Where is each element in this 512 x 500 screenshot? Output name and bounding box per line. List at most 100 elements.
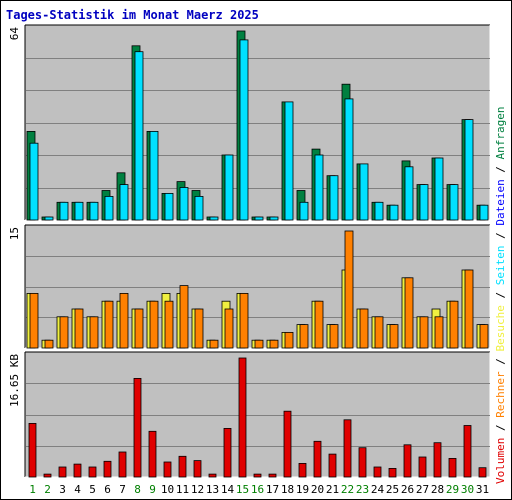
bar-Rechner-day-26 [404, 277, 414, 349]
bar-Dateien-day-3 [59, 201, 69, 221]
bar-Volumen-day-30 [463, 425, 472, 478]
x-tick-label-day-1: 1 [29, 483, 36, 496]
bar-Dateien-day-8 [134, 51, 144, 221]
bar-Rechner-day-21 [329, 324, 339, 349]
bar-Volumen-day-12 [193, 460, 202, 478]
bar-Rechner-day-6 [104, 300, 114, 349]
bar-Rechner-day-7 [119, 292, 129, 349]
bar-Rechner-day-22 [344, 230, 354, 349]
x-tick-label-day-28: 28 [431, 483, 444, 496]
legend-entry-Besuche: Besuche [494, 305, 507, 351]
bar-Dateien-day-23 [359, 163, 369, 221]
bar-Dateien-day-17 [269, 216, 279, 221]
bar-Rechner-day-2 [44, 339, 54, 349]
bar-Volumen-day-6 [103, 460, 112, 478]
bar-Rechner-day-8 [134, 308, 144, 349]
x-tick-label-day-19: 19 [296, 483, 309, 496]
series-Dateien [29, 39, 489, 221]
bar-Dateien-day-15 [239, 39, 249, 221]
x-tick-label-day-29: 29 [446, 483, 459, 496]
panel-background [25, 352, 490, 477]
bar-Volumen-day-3 [58, 466, 67, 478]
x-tick-label-day-30: 30 [461, 483, 474, 496]
bar-Rechner-day-23 [359, 308, 369, 349]
bar-Dateien-day-9 [149, 130, 159, 221]
panel-requests: 64 [8, 24, 491, 221]
bar-Rechner-day-15 [239, 292, 249, 349]
panel-volume: 16.65 KB [8, 351, 491, 478]
bar-Rechner-day-3 [59, 316, 69, 349]
bar-Dateien-day-22 [344, 98, 354, 221]
bar-Rechner-day-11 [179, 285, 189, 349]
bar-Dateien-day-2 [44, 216, 54, 221]
x-tick-label-day-24: 24 [371, 483, 385, 496]
bar-Dateien-day-26 [404, 166, 414, 221]
bar-Rechner-day-4 [74, 308, 84, 349]
chart-panels: 64 15 16.65 KB [8, 24, 491, 478]
bar-Volumen-day-5 [88, 466, 97, 478]
bar-Dateien-day-25 [389, 204, 399, 221]
bar-Rechner-day-14 [224, 308, 234, 349]
bar-Dateien-day-1 [29, 142, 39, 221]
x-tick-label-day-27: 27 [416, 483, 429, 496]
x-tick-label-day-22: 22 [341, 483, 354, 496]
bar-Volumen-day-1 [28, 422, 37, 478]
bar-Volumen-day-29 [448, 457, 457, 478]
bar-Volumen-day-21 [328, 453, 337, 478]
x-tick-label-day-13: 13 [206, 483, 219, 496]
bar-Volumen-day-17 [268, 473, 277, 478]
bar-Rechner-day-18 [284, 331, 294, 349]
bar-Dateien-day-20 [314, 154, 324, 221]
x-tick-label-day-3: 3 [59, 483, 66, 496]
bar-Rechner-day-16 [254, 339, 264, 349]
bar-Volumen-day-2 [43, 473, 52, 478]
y-axis-max-label: 15 [8, 227, 21, 240]
x-tick-label-day-5: 5 [89, 483, 96, 496]
bar-Rechner-day-24 [374, 316, 384, 349]
x-tick-label-day-12: 12 [191, 483, 204, 496]
bar-Dateien-day-21 [329, 175, 339, 221]
x-tick-label-day-8: 8 [134, 483, 141, 496]
bar-Volumen-day-13 [208, 473, 217, 478]
bar-Dateien-day-11 [179, 187, 189, 221]
bar-Dateien-day-30 [464, 119, 474, 221]
bar-Dateien-day-14 [224, 154, 234, 221]
bar-Volumen-day-27 [418, 456, 427, 478]
bar-Volumen-day-28 [433, 442, 442, 478]
bar-Volumen-day-15 [238, 357, 247, 478]
x-tick-label-day-25: 25 [386, 483, 399, 496]
bar-Volumen-day-16 [253, 473, 262, 478]
bar-Dateien-day-24 [374, 201, 384, 221]
legend-entry-Rechner: Rechner [494, 371, 507, 418]
bar-Rechner-day-5 [89, 316, 99, 349]
bar-Dateien-day-7 [119, 184, 129, 221]
legend-entry-Volumen: Volumen [494, 438, 507, 484]
bar-Rechner-day-13 [209, 339, 219, 349]
x-tick-label-day-20: 20 [311, 483, 324, 496]
bar-Dateien-day-28 [434, 157, 444, 221]
x-tick-label-day-9: 9 [149, 483, 156, 496]
bar-Volumen-day-22 [343, 419, 352, 478]
bar-Volumen-day-11 [178, 455, 187, 478]
bar-Dateien-day-13 [209, 216, 219, 221]
bar-Volumen-day-19 [298, 462, 307, 478]
bar-Rechner-day-25 [389, 324, 399, 349]
series-Rechner [29, 230, 489, 349]
legend-entry-Dateien: Dateien [494, 179, 507, 225]
bar-Rechner-day-19 [299, 324, 309, 349]
bar-Dateien-day-4 [74, 201, 84, 221]
x-tick-label-day-2: 2 [44, 483, 51, 496]
bar-Rechner-day-17 [269, 339, 279, 349]
legend-separator: / [494, 159, 507, 179]
x-tick-label-day-16: 16 [251, 483, 264, 496]
x-tick-label-day-11: 11 [176, 483, 189, 496]
bar-Dateien-day-18 [284, 101, 294, 221]
x-tick-label-day-7: 7 [119, 483, 126, 496]
legend-separator: / [494, 285, 507, 305]
bar-Dateien-day-5 [89, 201, 99, 221]
bar-Dateien-day-27 [419, 184, 429, 221]
x-tick-label-day-15: 15 [236, 483, 249, 496]
y-axis-max-label: 64 [8, 27, 21, 41]
panel-visits: 15 [8, 224, 491, 349]
bar-Volumen-day-31 [478, 467, 487, 478]
